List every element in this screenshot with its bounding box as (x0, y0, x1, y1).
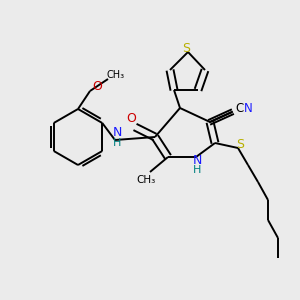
Text: S: S (182, 43, 190, 56)
Text: O: O (92, 80, 102, 92)
Text: N: N (192, 154, 202, 167)
Text: H: H (193, 165, 201, 175)
Text: S: S (236, 139, 244, 152)
Text: N: N (244, 103, 252, 116)
Text: N: N (112, 127, 122, 140)
Text: O: O (126, 112, 136, 125)
Text: CH₃: CH₃ (107, 70, 125, 80)
Text: C: C (235, 103, 243, 116)
Text: H: H (113, 138, 121, 148)
Text: CH₃: CH₃ (136, 175, 156, 185)
